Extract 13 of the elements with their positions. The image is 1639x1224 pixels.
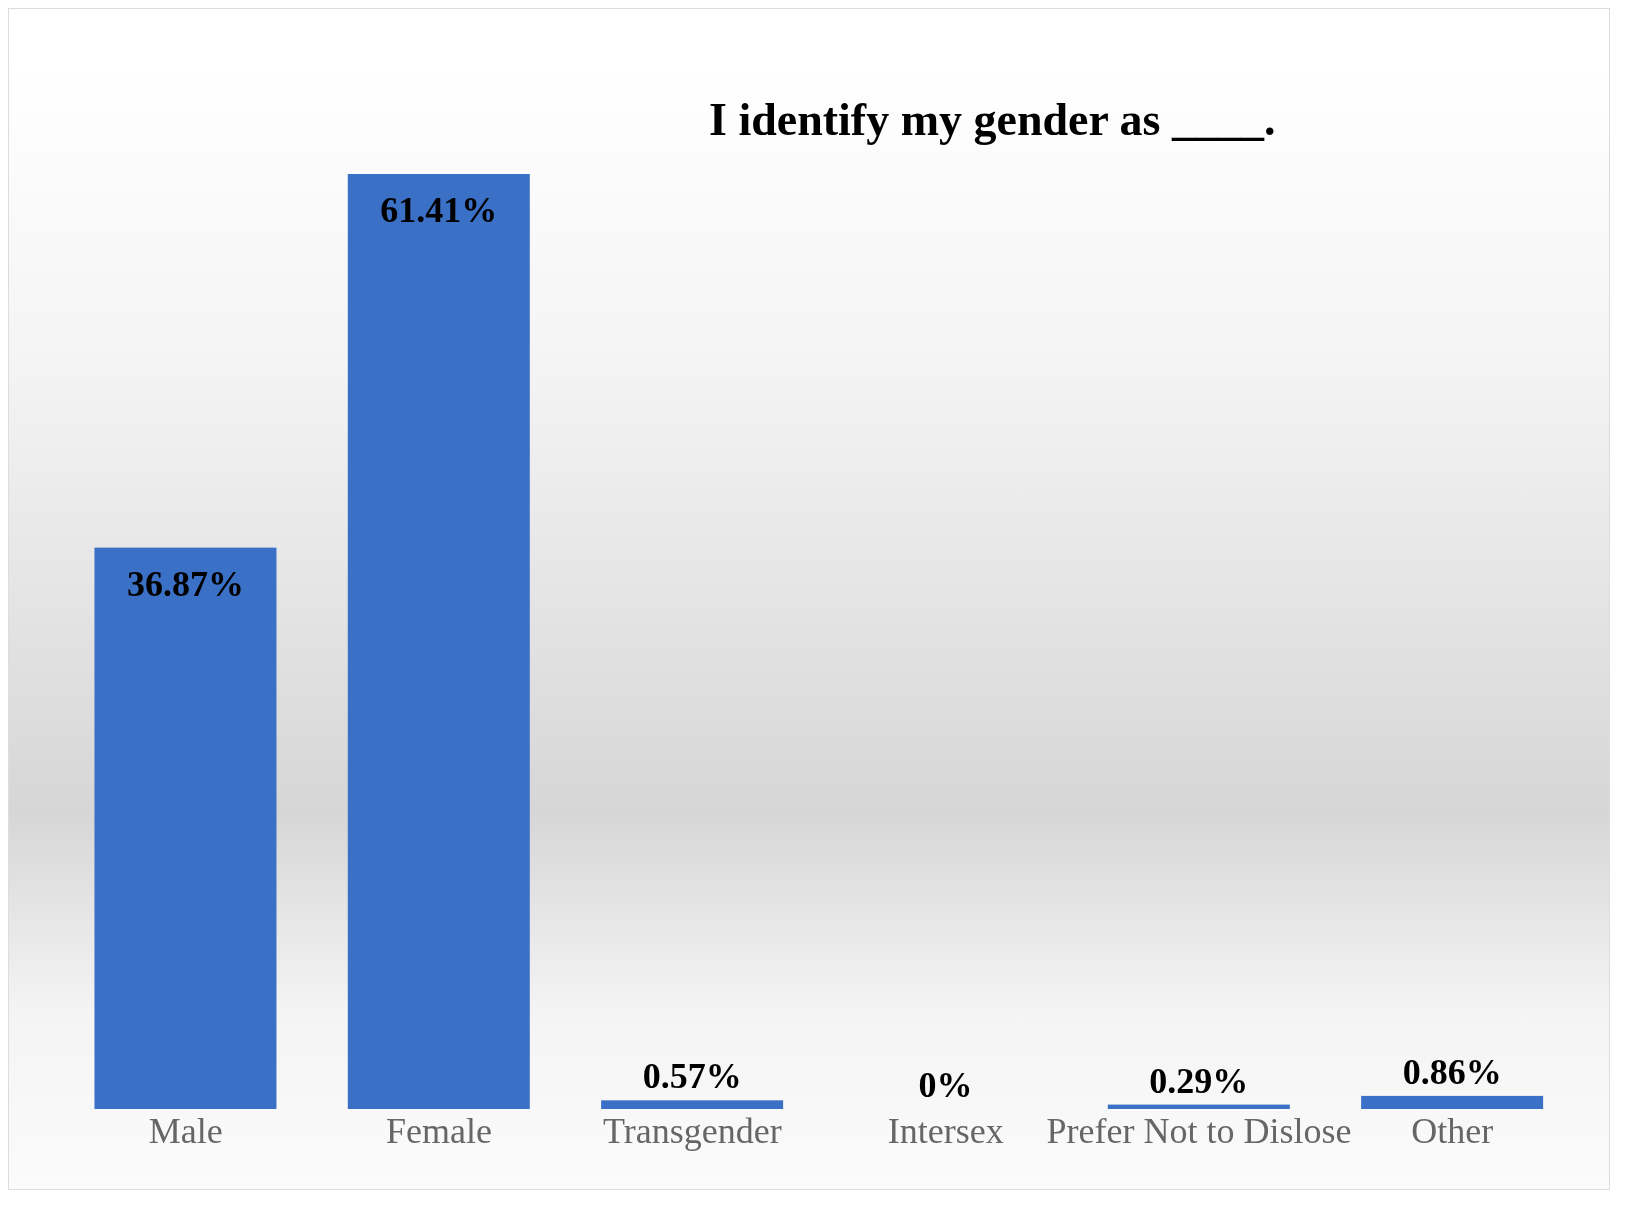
x-tick-label: Prefer Not to Dislose — [1046, 1110, 1352, 1151]
chart-title: I identify my gender as ____. — [709, 93, 1276, 146]
x-tick-label: Female — [386, 1110, 492, 1151]
data-label: 0% — [918, 1065, 973, 1105]
data-label: 0.86% — [1402, 1051, 1502, 1092]
x-tick-label: Intersex — [887, 1110, 1004, 1151]
data-label: 36.87% — [126, 563, 244, 604]
x-tick-label: Transgender — [603, 1110, 782, 1151]
x-tick-label: Male — [148, 1110, 223, 1151]
data-label: 0.57% — [642, 1056, 742, 1097]
x-tick-label: Other — [1411, 1110, 1494, 1151]
data-label: 61.41% — [380, 190, 498, 230]
data-label: 0.29% — [1149, 1060, 1249, 1101]
